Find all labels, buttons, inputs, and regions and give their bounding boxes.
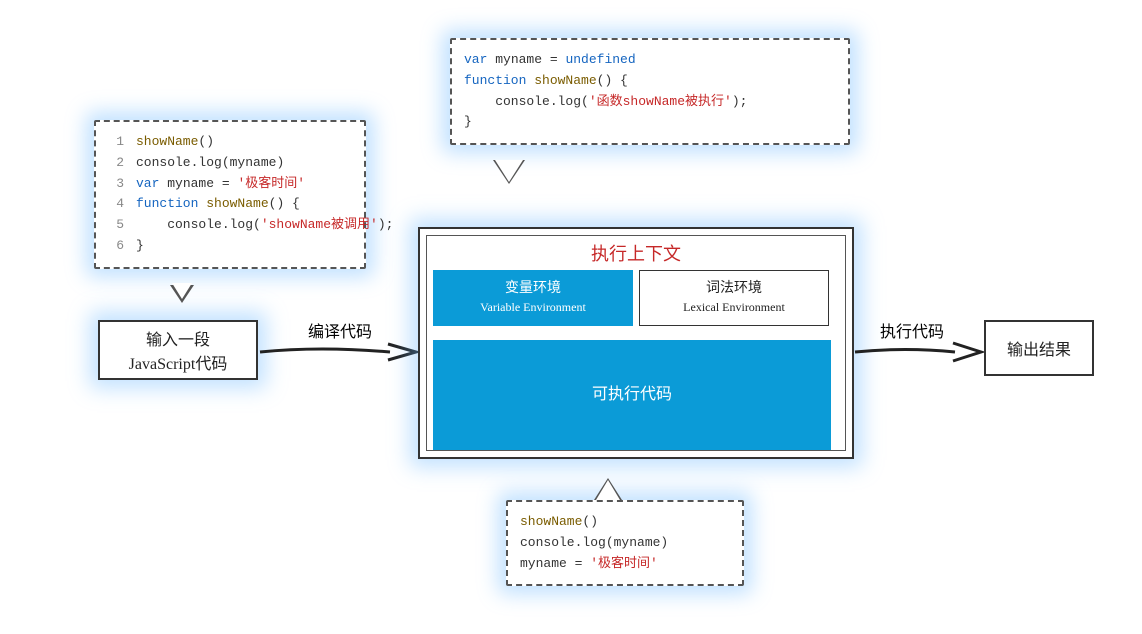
code-line: var myname = undefined <box>464 50 836 71</box>
input-box: 输入一段 JavaScript代码 <box>98 320 258 380</box>
code-line: 6} <box>104 236 356 257</box>
arrow2-label: 执行代码 <box>880 318 944 342</box>
code-line: console.log('函数showName被执行'); <box>464 92 836 113</box>
code-line: 2console.log(myname) <box>104 153 356 174</box>
code-line: 5 console.log('showName被调用'); <box>104 215 356 236</box>
source-code-bubble: 1showName()2console.log(myname)3var myna… <box>94 120 366 269</box>
compile-arrow <box>260 342 420 362</box>
arrow1-label: 编译代码 <box>308 318 372 342</box>
code-line: } <box>464 112 836 133</box>
variable-env-bubble: var myname = undefinedfunction showName(… <box>450 38 850 145</box>
code-line: showName() <box>520 512 730 533</box>
code-line: 3var myname = '极客时间' <box>104 174 356 195</box>
code-line: 1showName() <box>104 132 356 153</box>
lexical-environment-box: 词法环境 Lexical Environment <box>639 270 829 326</box>
code-line: function showName() { <box>464 71 836 92</box>
code-line: myname = '极客时间' <box>520 554 730 575</box>
variable-environment-box: 变量环境 Variable Environment <box>433 270 633 326</box>
execution-context-box: 执行上下文 变量环境 Variable Environment 词法环境 Lex… <box>418 227 854 459</box>
input-line2: JavaScript代码 <box>129 350 228 374</box>
executable-code-bubble: showName()console.log(myname)myname = '极… <box>506 500 744 586</box>
output-box: 输出结果 <box>984 320 1094 376</box>
ctx-title: 执行上下文 <box>433 240 839 266</box>
execute-arrow <box>855 342 985 362</box>
input-line1: 输入一段 <box>146 326 210 350</box>
code-line: 4function showName() { <box>104 194 356 215</box>
output-label: 输出结果 <box>1007 336 1071 360</box>
code-line: console.log(myname) <box>520 533 730 554</box>
executable-code-box: 可执行代码 <box>433 340 831 450</box>
